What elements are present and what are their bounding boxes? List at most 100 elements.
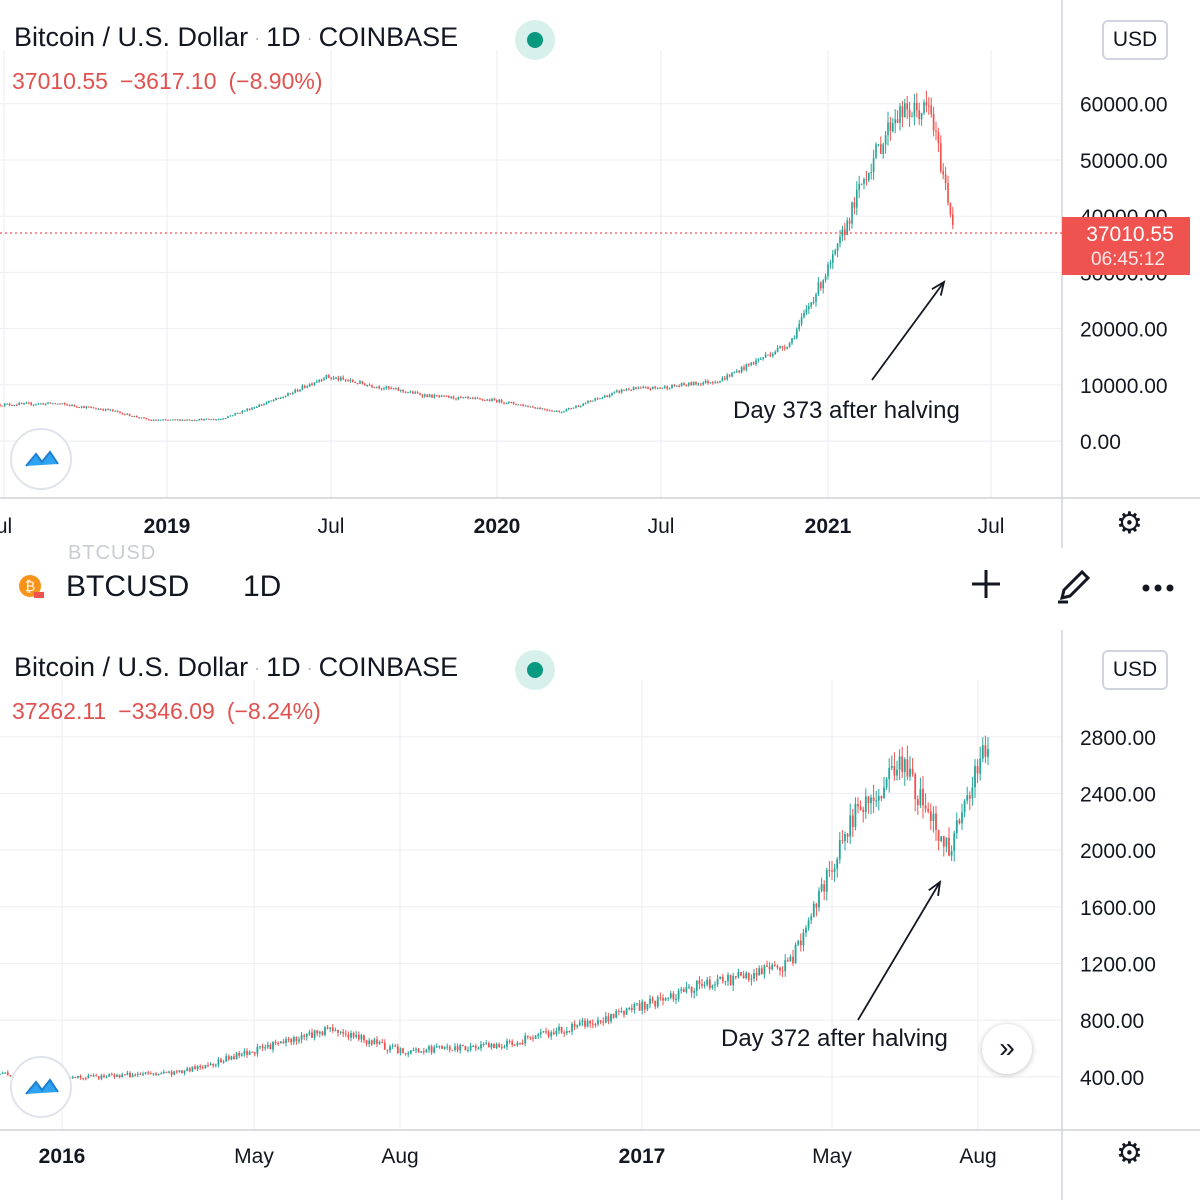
pencil-icon[interactable]: [1054, 566, 1094, 615]
candle-body: [769, 354, 772, 357]
annotation-text: Day 373 after halving: [733, 397, 960, 424]
plus-icon[interactable]: [968, 566, 1004, 611]
candle-body: [181, 1070, 183, 1074]
chart-title: Bitcoin / U.S. Dollar · 1D · COINBASE: [14, 652, 459, 682]
y-tick-label: 10000.00: [1080, 375, 1168, 398]
candle-body: [277, 1042, 280, 1044]
candle-body: [913, 102, 916, 117]
candle-body: [827, 264, 829, 277]
candle-body: [155, 1073, 157, 1076]
price-chart-bottom[interactable]: 2800.00 2400.00 2000.00 1600.00 1200.00 800.0…: [0, 630, 1200, 1200]
candle-body: [147, 419, 150, 421]
candle-body: [911, 768, 914, 775]
candle-body: [673, 384, 676, 387]
candle-body: [829, 262, 832, 265]
x-tick-label: 2017: [619, 1145, 666, 1168]
candle-body: [274, 1042, 277, 1044]
candle-body: [44, 403, 47, 405]
candle-body: [542, 1031, 545, 1033]
candle-body: [404, 391, 407, 393]
candle-body: [438, 1046, 441, 1048]
candle-body: [255, 407, 258, 409]
price-chart-top[interactable]: 60000.0050000.0040000.0030000.0020000.00…: [0, 0, 1200, 548]
candle-body: [649, 998, 651, 1005]
candle-body: [399, 1048, 402, 1053]
annotation-arrow: [857, 881, 941, 1021]
candle-body: [560, 411, 563, 413]
candle-body: [483, 399, 486, 401]
candle-body: [602, 1021, 605, 1023]
tradingview-logo-icon[interactable]: [10, 1056, 72, 1118]
candle-body: [682, 989, 685, 992]
candle-body: [844, 833, 846, 842]
candle-body: [867, 796, 870, 804]
chart-title: Bitcoin / U.S. Dollar · 1D · COINBASE: [14, 22, 459, 52]
settings-gear-icon[interactable]: ⚙: [1116, 507, 1143, 540]
candle-body: [373, 386, 376, 388]
candle-body: [687, 382, 690, 386]
candle-body: [259, 1046, 261, 1048]
candle-body: [114, 410, 117, 412]
candle-body: [743, 367, 745, 370]
candle-body: [331, 1027, 334, 1031]
candle-body: [251, 1051, 254, 1053]
candle-body: [623, 1011, 625, 1015]
candle-body: [789, 956, 792, 962]
candle-body: [545, 1031, 547, 1033]
candle-body: [500, 399, 503, 403]
candle-body: [529, 1036, 532, 1038]
y-tick-label: 2400.00: [1080, 784, 1156, 807]
candle-body: [196, 1065, 199, 1069]
candle-body: [6, 1072, 9, 1076]
candle-body: [313, 1030, 316, 1038]
candle-body: [191, 420, 193, 422]
candle-body: [490, 1043, 493, 1048]
candle-body: [714, 984, 716, 986]
candle-body: [129, 1072, 131, 1078]
symbol-toolbar: BTCUSD ₿ BTCUSD 1D: [0, 542, 1200, 630]
candle-body: [109, 409, 112, 411]
scroll-to-realtime-button[interactable]: »: [982, 1024, 1032, 1074]
candle-body: [570, 408, 573, 410]
settings-gear-icon[interactable]: ⚙: [1116, 1137, 1143, 1170]
candle-body: [693, 990, 696, 993]
tradingview-logo-icon[interactable]: [10, 428, 72, 490]
candle-body: [620, 389, 623, 393]
candle-body: [870, 172, 873, 174]
candle-body: [675, 385, 678, 387]
toolbar-symbol[interactable]: BTCUSD: [66, 570, 190, 603]
candle-body: [344, 1033, 347, 1035]
candle-body: [390, 388, 393, 390]
y-tick-label: 800.00: [1080, 1010, 1144, 1033]
candle-body: [734, 976, 737, 978]
currency-button[interactable]: USD: [1102, 650, 1168, 690]
candle-body: [349, 379, 352, 382]
toolbar-interval[interactable]: 1D: [243, 570, 282, 603]
candle-body: [179, 419, 181, 421]
candle-body: [508, 1040, 511, 1042]
more-icon[interactable]: [1140, 566, 1180, 615]
candle-body: [77, 1075, 79, 1078]
candle-body: [263, 403, 265, 405]
candle-body: [402, 389, 405, 392]
candle-body: [140, 417, 143, 419]
candle-body: [649, 388, 652, 390]
candles: [0, 735, 989, 1081]
candle-body: [740, 367, 743, 373]
candle-body: [108, 1074, 111, 1077]
candle-body: [948, 837, 950, 856]
candle-body: [233, 1056, 235, 1060]
candle-body: [105, 1076, 108, 1078]
candle-body: [110, 1074, 113, 1076]
candle-body: [279, 397, 282, 399]
candle-body: [884, 135, 887, 145]
candle-body: [329, 1027, 332, 1029]
candle-body: [505, 403, 508, 405]
candle-body: [565, 409, 568, 412]
candle-body: [555, 410, 558, 412]
x-tick-label: 2016: [39, 1145, 86, 1168]
candle-body: [371, 385, 373, 387]
currency-button[interactable]: USD: [1102, 20, 1168, 60]
candle-body: [25, 402, 28, 404]
candle-body: [474, 397, 477, 399]
